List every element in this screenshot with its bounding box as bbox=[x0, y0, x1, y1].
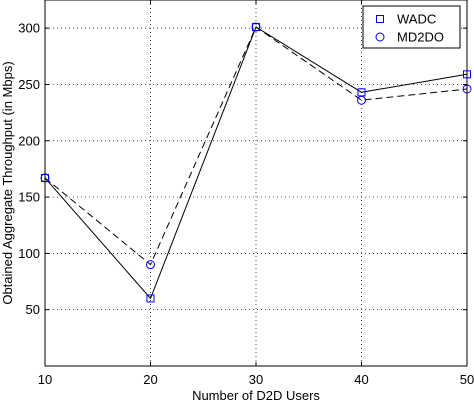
data-point-wadc bbox=[146, 294, 155, 303]
legend-label-wadc: WADC bbox=[397, 12, 436, 27]
data-point-md2do bbox=[357, 95, 366, 105]
legend-marker-wadc bbox=[376, 15, 384, 23]
grid bbox=[45, 0, 467, 366]
y-tick-label: 150 bbox=[18, 190, 40, 205]
plot-background bbox=[45, 0, 467, 366]
y-axis-label: Obtained Aggregate Throughput (in Mbps) bbox=[0, 61, 15, 304]
data-point-md2do bbox=[146, 260, 155, 270]
x-tick-label: 30 bbox=[249, 372, 263, 387]
x-tick-label: 20 bbox=[143, 372, 157, 387]
legend-marker-md2do bbox=[375, 32, 385, 42]
y-tick-label: 50 bbox=[26, 302, 40, 317]
data-point-md2do bbox=[251, 22, 261, 32]
legend-label-md2do: MD2DO bbox=[397, 30, 444, 45]
legend: WADC MD2DO bbox=[362, 5, 461, 49]
x-tick-label: 10 bbox=[38, 372, 52, 387]
y-tick-label: 200 bbox=[18, 133, 40, 148]
y-tick-label: 250 bbox=[18, 77, 40, 92]
x-tick-label: 40 bbox=[354, 372, 368, 387]
series-line-md2do bbox=[44, 26, 468, 266]
y-tick-label: 300 bbox=[18, 21, 40, 36]
x-tick-label: 50 bbox=[460, 372, 474, 387]
y-tick-label: 100 bbox=[18, 246, 40, 261]
x-axis-label: Number of D2D Users bbox=[192, 388, 320, 403]
axis-ticks: 10 20 30 40 50 50 100 150 200 250 300 bbox=[18, 0, 474, 387]
